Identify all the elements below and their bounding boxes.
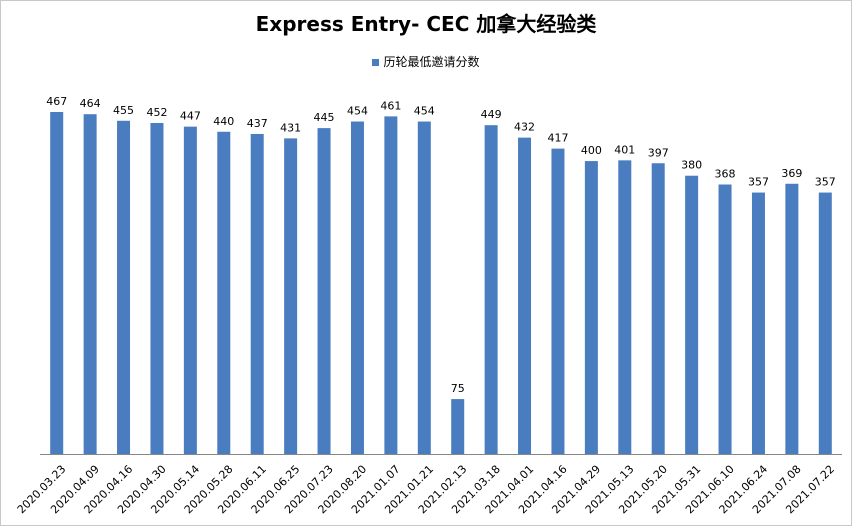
bar-2021.01.21: [417, 121, 431, 455]
data-label-2020.07.23: 445: [314, 111, 335, 124]
bar-2020.06.11: [250, 133, 264, 454]
bar-2021.06.24: [751, 192, 765, 454]
data-label-2021.07.08: 369: [781, 167, 802, 180]
data-label-2020.06.25: 431: [280, 121, 301, 134]
data-label-2021.06.10: 368: [715, 168, 736, 181]
data-label-2021.04.01: 432: [514, 121, 535, 134]
data-label-2020.05.14: 447: [180, 110, 201, 123]
data-label-2020.03.23: 467: [46, 95, 67, 108]
bar-2021.04.29: [584, 161, 598, 454]
data-label-2021.02.13: 75: [451, 382, 465, 395]
data-label-2021.03.18: 449: [481, 108, 502, 121]
legend-label: 历轮最低邀请分数: [383, 55, 480, 69]
bar-2021.03.18: [484, 125, 498, 455]
data-label-2020.04.30: 452: [146, 106, 167, 119]
data-label-2021.06.24: 357: [748, 176, 769, 189]
bar-2021.06.10: [718, 184, 732, 454]
bar-2020.07.23: [317, 128, 331, 455]
chart-legend: 历轮最低邀请分数: [0, 53, 852, 70]
bar-2021.04.16: [551, 148, 565, 454]
data-label-2021.07.22: 357: [815, 176, 836, 189]
data-label-2020.08.20: 454: [347, 105, 368, 118]
bar-2020.03.23: [50, 112, 64, 454]
bar-2020.05.14: [183, 126, 197, 455]
data-label-2020.05.28: 440: [213, 115, 234, 128]
data-label-2021.04.29: 400: [581, 144, 602, 157]
data-label-2021.05.31: 380: [681, 159, 702, 172]
data-label-2021.01.07: 461: [380, 99, 401, 112]
bar-2020.06.25: [284, 138, 298, 455]
bar-2021.02.13: [451, 399, 465, 454]
bar-2020.05.28: [217, 131, 231, 455]
data-label-2020.06.11: 437: [247, 117, 268, 130]
bar-2020.04.16: [117, 120, 131, 454]
legend-swatch: [372, 59, 380, 66]
data-label-2021.05.20: 397: [648, 146, 669, 159]
data-label-2021.01.21: 454: [414, 105, 435, 118]
bar-2021.07.22: [818, 192, 832, 454]
bar-2021.05.31: [685, 175, 699, 454]
data-label-2020.04.09: 464: [80, 97, 101, 110]
bar-2021.07.08: [785, 183, 799, 454]
bar-2021.05.13: [618, 160, 632, 454]
bar-2021.04.01: [518, 137, 532, 454]
bar-2021.05.20: [651, 163, 665, 455]
data-label-2021.05.13: 401: [614, 143, 635, 156]
bar-2021.01.07: [384, 116, 398, 454]
data-label-2020.04.16: 455: [113, 104, 134, 117]
bar-2020.04.09: [83, 114, 97, 455]
bar-2020.04.30: [150, 122, 164, 454]
chart-title: Express Entry- CEC 加拿大经验类: [255, 12, 597, 36]
bar-2020.08.20: [350, 121, 364, 455]
data-label-2021.04.16: 417: [547, 132, 568, 145]
